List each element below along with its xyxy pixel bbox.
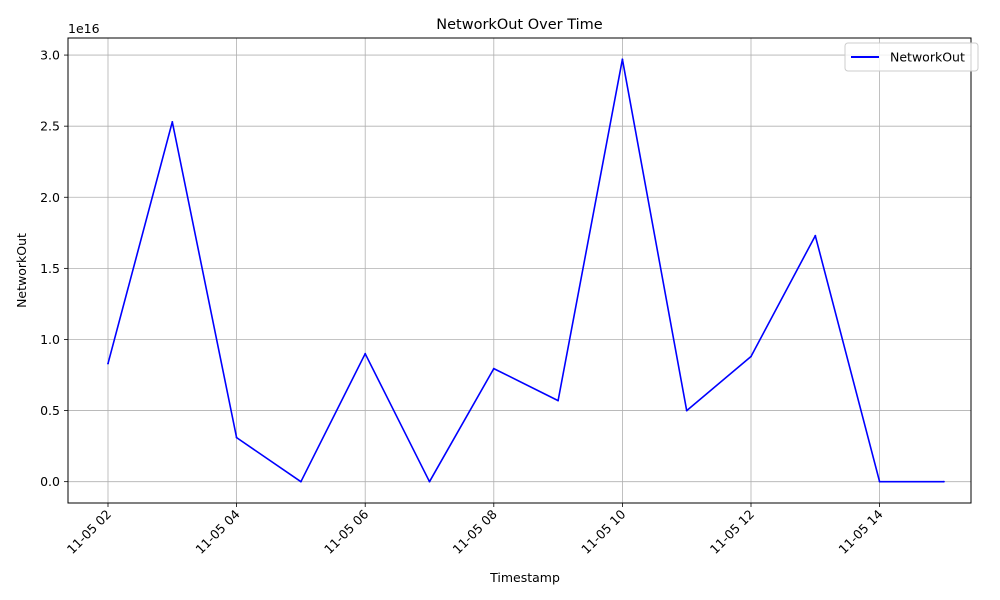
data-point — [621, 58, 624, 61]
y-tick-label: 0.5 — [40, 403, 60, 418]
y-axis-offset-label: 1e16 — [68, 21, 100, 36]
y-axis-label: NetworkOut — [14, 233, 29, 308]
data-point — [364, 352, 367, 355]
y-tick-label: 3.0 — [40, 48, 60, 63]
data-point — [171, 120, 174, 123]
y-tick-label: 2.5 — [40, 119, 60, 134]
series-layer — [107, 58, 945, 483]
y-tick-label: 2.0 — [40, 190, 60, 205]
legend-label: NetworkOut — [890, 50, 965, 65]
data-point — [300, 480, 302, 483]
data-point — [235, 436, 238, 439]
data-point — [492, 367, 495, 370]
data-point — [685, 409, 688, 412]
chart-title: NetworkOut Over Time — [436, 17, 602, 33]
y-tick-label: 1.0 — [40, 332, 60, 347]
y-tick-label: 0.0 — [40, 474, 60, 489]
data-point — [557, 399, 559, 402]
data-point — [750, 355, 752, 358]
legend: NetworkOut — [844, 42, 979, 72]
data-point — [107, 362, 109, 365]
series-line-networkout — [107, 58, 944, 483]
data-point — [943, 480, 945, 483]
plot-area-frame — [67, 37, 972, 504]
grid-lines — [68, 38, 971, 503]
data-point — [814, 234, 817, 237]
y-axis-ticks: 0.0 0.5 1.0 1.5 2.0 2.5 3.0 — [40, 48, 68, 489]
data-point — [428, 480, 431, 483]
x-axis-label: Timestamp — [489, 570, 560, 585]
y-tick-label: 1.5 — [40, 261, 60, 276]
data-point — [878, 480, 881, 483]
legend-box — [844, 42, 979, 72]
